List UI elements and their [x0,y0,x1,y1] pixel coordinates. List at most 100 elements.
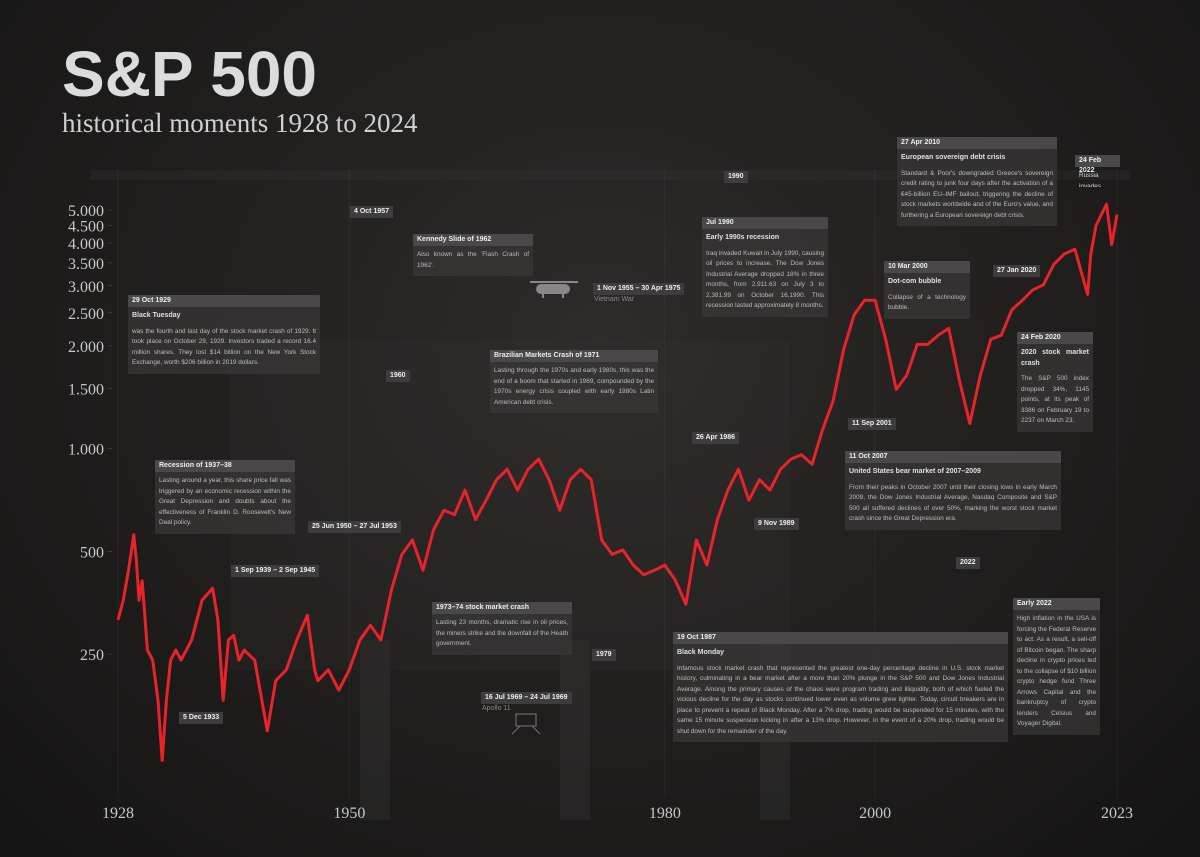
annotation: 24 Feb 2020 2020 stock market crash The S&… [1017,332,1093,432]
annotation-text: Standard & Poor's downgraded Greece's so… [901,169,1053,219]
annotation: 10 Mar 2000 Dot-com bubble Collapse of a t… [884,261,970,319]
annotation-text: High inflation in the USA is forcing the… [1017,615,1096,727]
annotation-body: Black Monday Infamous stock market crash … [673,644,1008,742]
event-label: 25 Jun 1950 – 27 Jul 1953 [308,521,401,533]
annotation-body: High inflation in the USA is forcing the… [1013,610,1100,735]
annotation-body: Early 1990s recession Iraq invaded Kuwait… [702,229,828,317]
annotation-date: 27 Apr 2010 [897,137,1057,149]
annotation-body: Russia invades Ukraine [1075,167,1120,187]
annotation-date: Jul 1990 [702,217,828,229]
annotation-body: Lasting through the 1970s and early 1980… [490,362,658,413]
annotation-date: Recession of 1937–38 [155,460,295,472]
annotation-title: Dot-com bubble [888,278,942,285]
column [360,640,390,820]
y-tick-label: 1.000 [68,442,104,459]
annotation-title: Black Tuesday [132,312,181,319]
event-label: 1 Sep 1939 – 2 Sep 1945 [231,565,320,577]
annotation-text: Also known as the 'Flash Crash of 1962'. [417,251,529,269]
annotation-text: The S&P 500 index dropped 34%, 1145 poin… [1021,375,1089,424]
annotation-date: Brazilian Markets Crash of 1971 [490,350,658,362]
y-tick-label: 2.500 [68,306,104,323]
annotation-date: 10 Mar 2000 [884,261,970,273]
annotation-text: Iraq invaded Kuwait in July 1990, causin… [706,249,824,310]
apollo-icon [511,713,541,735]
annotation-date: 29 Oct 1929 [128,295,320,307]
helicopter-icon [530,281,578,298]
annotation: 19 Oct 1987 Black Monday Infamous stock ma… [673,632,1008,742]
annotation-date: 11 Oct 2007 [845,451,1061,463]
annotation-body: Black Tuesday was the fourth and last day… [128,307,320,374]
annotation-text: Lasting around a year, this share price … [159,477,291,526]
annotation: Jul 1990 Early 1990s recession Iraq invade… [702,217,828,317]
y-tick-label: 2.000 [68,339,104,356]
annotation-text: was the fourth and last day of the stock… [132,327,316,367]
x-tick-label: 1928 [102,805,134,822]
event-label: 16 Jul 1969 – 24 Jul 1969 [481,692,572,704]
annotation-date: 24 Feb 2020 [1017,332,1093,344]
annotation: 1973–74 stock market crash Lasting 23 mon… [432,602,572,655]
annotation-title: United States bear market of 2007–2009 [849,468,981,475]
event-label: 26 Apr 1986 [692,432,740,444]
annotation: 29 Oct 1929 Black Tuesday was the fourth a… [128,295,320,374]
annotation: 11 Oct 2007 United States bear market of … [845,451,1061,530]
annotation-text: Lasting through the 1970s and early 1980… [494,367,654,406]
chart-subtitle: historical moments 1928 to 2024 [62,108,418,138]
event-label: 1960 [386,370,410,382]
annotation-date: Kennedy Slide of 1962 [413,234,533,246]
annotation-date: 24 Feb 2022 [1075,155,1120,174]
annotation-title: Black Monday [677,649,725,656]
annotation: Kennedy Slide of 1962 Also known as the '… [413,234,533,276]
annotation-text: Lasting 23 months, dramatic rise in oil … [436,619,568,647]
annotation: Recession of 1937–38 Lasting around a yea… [155,460,295,534]
annotation-body: Lasting 23 months, dramatic rise in oil … [432,614,572,655]
annotation-body: European sovereign debt crisis Standard &… [897,149,1057,226]
building-cornice [90,170,1130,180]
annotation-body: Lasting around a year, this share price … [155,472,295,534]
annotation: Brazilian Markets Crash of 1971 Lasting t… [490,350,658,413]
x-tick-label: 2000 [859,805,891,822]
annotation-date: Early 2022 [1013,598,1100,610]
y-tick-label: 4.500 [68,219,104,236]
annotation: 27 Apr 2010 European sovereign debt crisi… [897,137,1057,226]
x-tick-label: 2023 [1101,805,1133,822]
event-label: 5 Dec 1933 [179,712,224,724]
annotation-text: Collapse of a technology bubble. [888,293,966,312]
annotation-title: Early 1990s recession [706,234,780,241]
y-tick-label: 250 [80,647,104,664]
annotation-text: Russia invades Ukraine [1079,172,1102,187]
price-line [116,202,1119,762]
x-tick-label: 1980 [649,805,681,822]
event-label: 2022 [956,557,980,569]
event-label: 9 Nov 1989 [754,518,799,530]
annotation-body: Also known as the 'Flash Crash of 1962'. [413,246,533,276]
y-tick-label: 5.000 [68,203,104,220]
y-tick-label: 3.500 [68,256,104,273]
event-note: Vietnam War [594,296,635,303]
y-tick-label: 3.000 [68,279,104,296]
annotation-body: 2020 stock market crash The S&P 500 index… [1017,344,1093,432]
event-note: Apollo 11 [482,705,511,712]
event-label: 27 Jan 2020 [993,265,1041,277]
annotation-date: 19 Oct 1987 [673,632,1008,644]
annotation-title: 2020 stock market crash [1021,349,1089,367]
annotation-body: Dot-com bubble Collapse of a technology b… [884,273,970,319]
event-label: 4 Oct 1957 [350,206,394,218]
x-tick-label: 1950 [333,805,365,822]
annotation-title: European sovereign debt crisis [901,154,1006,161]
y-tick-label: 500 [80,544,104,561]
event-label: 1979 [592,649,616,661]
annotation-date: 1973–74 stock market crash [432,602,572,614]
event-label: 1 Nov 1955 – 30 Apr 1975 [593,283,685,295]
chart-title: S&P 500 [62,38,317,110]
y-tick-label: 1.500 [68,382,104,399]
y-tick-label: 4.000 [68,236,104,253]
annotation-text: From their peaks in October 2007 until t… [849,483,1057,523]
event-label: 1990 [724,171,748,183]
annotation: Early 2022 High inflation in the USA is f… [1013,598,1100,735]
event-label: 11 Sep 2001 [848,418,896,430]
column [560,640,590,820]
annotation-body: United States bear market of 2007–2009 Fr… [845,463,1061,530]
annotation-text: Infamous stock market crash that represe… [677,664,1004,735]
